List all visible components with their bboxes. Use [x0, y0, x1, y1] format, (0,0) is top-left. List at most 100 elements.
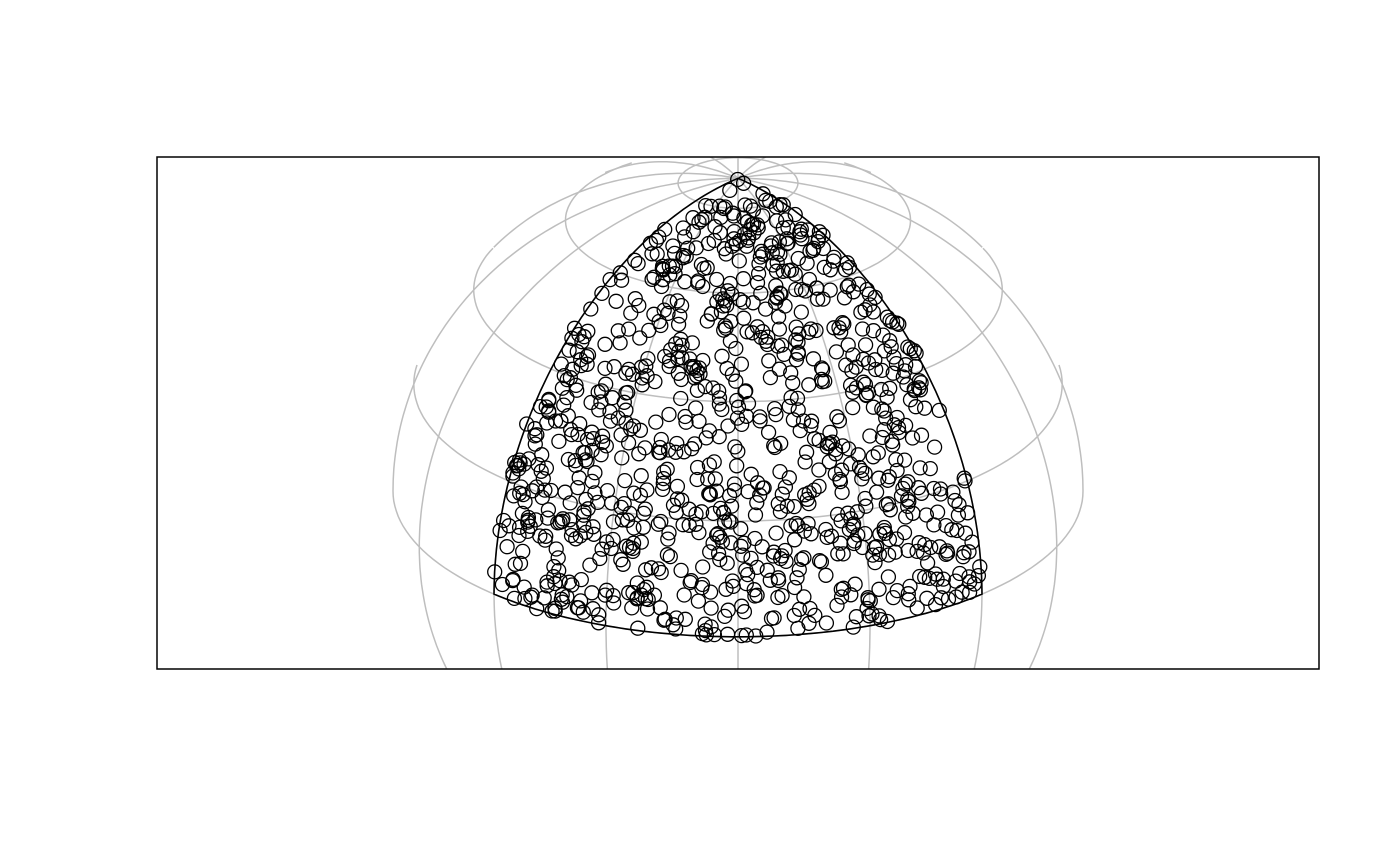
- point: [888, 531, 905, 547]
- point: [880, 547, 897, 563]
- point: [880, 496, 897, 512]
- point: [697, 616, 713, 632]
- point: [619, 512, 636, 529]
- point: [770, 496, 786, 512]
- point: [961, 584, 978, 601]
- point: [788, 319, 804, 335]
- point: [576, 507, 592, 523]
- point: [788, 332, 804, 348]
- point: [597, 360, 613, 377]
- point: [511, 527, 527, 544]
- point: [673, 297, 690, 314]
- point: [711, 383, 727, 399]
- point: [911, 373, 928, 389]
- point: [845, 516, 862, 532]
- point: [568, 531, 584, 547]
- point: [871, 581, 887, 597]
- point: [706, 626, 723, 643]
- point: [845, 384, 861, 400]
- point: [660, 531, 676, 547]
- point: [677, 611, 693, 627]
- point: [521, 451, 537, 467]
- point: [814, 374, 830, 390]
- point: [792, 227, 809, 243]
- point: [760, 424, 777, 441]
- point: [712, 551, 728, 568]
- point: [836, 316, 852, 332]
- point: [613, 499, 629, 516]
- point: [559, 389, 575, 406]
- point: [848, 609, 865, 625]
- points: [487, 171, 988, 644]
- point: [904, 430, 921, 446]
- point: [964, 534, 980, 550]
- point: [844, 363, 860, 379]
- point: [494, 576, 511, 593]
- point: [719, 555, 735, 571]
- point: [790, 518, 806, 534]
- point: [689, 471, 705, 488]
- point: [616, 495, 632, 512]
- point: [634, 370, 650, 386]
- point: [562, 512, 578, 528]
- point: [646, 269, 662, 285]
- point: [666, 245, 683, 262]
- point: [632, 422, 649, 438]
- point: [701, 486, 717, 502]
- point: [604, 390, 621, 406]
- point: [646, 306, 662, 322]
- point: [882, 502, 898, 518]
- point: [689, 362, 705, 379]
- point: [972, 559, 988, 575]
- point: [838, 357, 854, 373]
- point: [876, 403, 892, 419]
- point: [612, 335, 628, 351]
- point: [867, 554, 883, 571]
- point: [858, 498, 874, 514]
- point: [605, 531, 621, 548]
- point: [747, 507, 764, 523]
- point: [669, 293, 685, 309]
- point: [871, 470, 887, 486]
- point: [608, 293, 624, 309]
- point: [623, 305, 639, 321]
- point: [690, 593, 707, 609]
- point: [830, 546, 846, 562]
- point: [802, 243, 818, 259]
- point: [778, 212, 794, 228]
- point: [711, 429, 727, 445]
- point: [515, 486, 531, 503]
- point: [593, 394, 609, 410]
- point: [618, 402, 634, 418]
- point: [650, 561, 667, 577]
- point: [806, 431, 823, 447]
- point: [747, 530, 763, 547]
- point: [661, 525, 677, 541]
- point: [810, 230, 827, 247]
- point: [677, 408, 693, 425]
- point: [786, 579, 803, 596]
- point: [913, 427, 930, 443]
- point: [790, 344, 806, 360]
- point: [922, 460, 938, 477]
- point: [501, 518, 517, 534]
- point: [668, 504, 684, 521]
- point: [766, 400, 783, 417]
- point: [831, 413, 848, 429]
- point: [636, 581, 652, 598]
- point: [763, 610, 780, 627]
- point: [735, 547, 751, 563]
- point: [800, 515, 816, 532]
- point: [668, 336, 684, 352]
- point: [811, 462, 827, 478]
- point: [695, 278, 711, 295]
- point: [832, 473, 849, 490]
- point: [789, 570, 805, 586]
- point: [627, 291, 643, 307]
- point: [881, 469, 897, 485]
- point: [727, 439, 743, 455]
- point: [736, 226, 753, 242]
- point: [579, 431, 596, 448]
- point: [938, 546, 954, 563]
- point: [886, 417, 902, 433]
